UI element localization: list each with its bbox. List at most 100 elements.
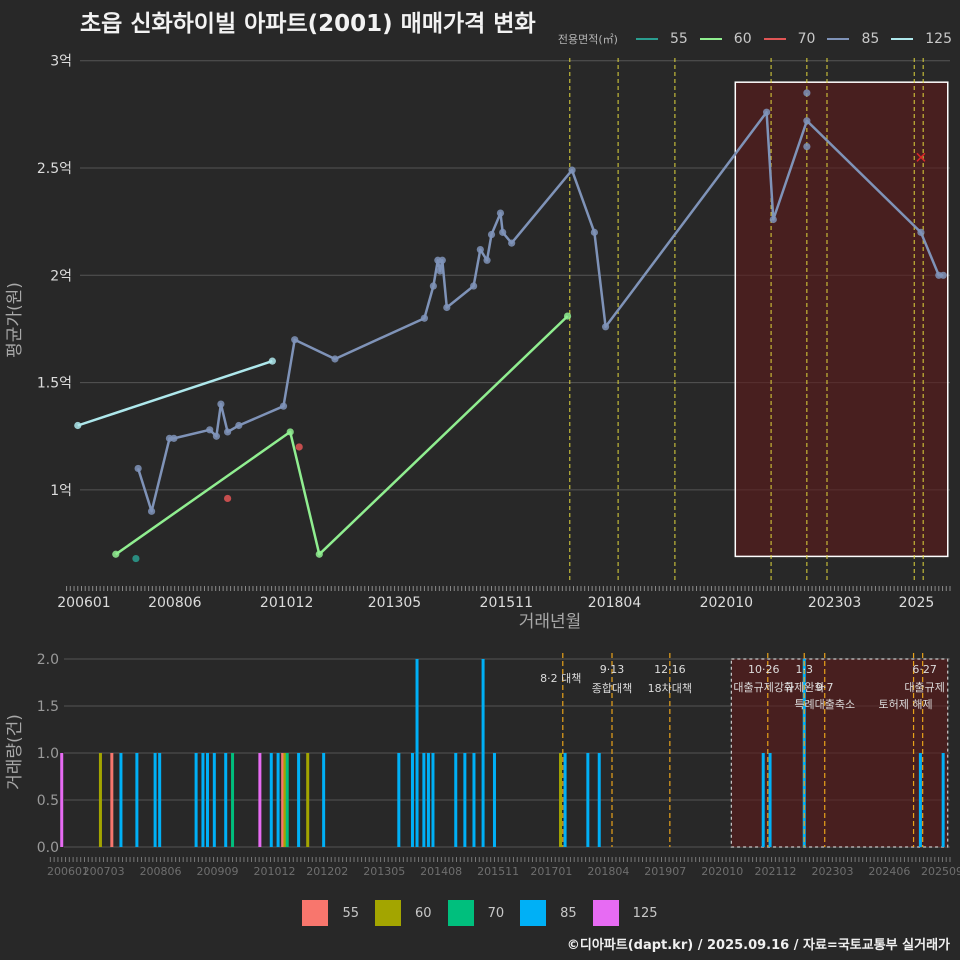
volume-legend-item-55[interactable]: 55 [302, 900, 359, 926]
volume-bar-85 [941, 753, 945, 847]
volume-bar-85 [426, 753, 430, 847]
y-tick-label: 2.5억 [37, 161, 72, 177]
legend-item-70[interactable]: 70 [763, 31, 815, 47]
data-point-70 [224, 494, 232, 503]
x-marker [916, 152, 926, 162]
volume-legend-item-70[interactable]: 70 [447, 900, 505, 926]
price-legend: 전용면적(㎡) 55 60 70 85 125 [558, 31, 952, 47]
data-point-85 [803, 142, 811, 151]
volume-x-tick-label: 200703 [83, 865, 125, 878]
data-point-125 [268, 357, 276, 365]
volume-bar-60 [283, 753, 287, 847]
volume-legend: 55 60 70 85 125 [0, 900, 960, 926]
legend-label-85: 85 [861, 31, 880, 47]
volume-y-tick-label: 1.0 [37, 746, 59, 762]
policy-date: 12·16 [654, 663, 686, 676]
data-point-85 [438, 256, 446, 264]
legend-item-85[interactable]: 85 [827, 31, 879, 47]
policy-name: 종합대책 [592, 682, 632, 695]
legend-label-55: 55 [669, 31, 688, 47]
data-point-85 [499, 228, 507, 236]
policy-name: 대출규제 [904, 681, 944, 694]
volume-bar-125 [60, 753, 64, 847]
volume-bar-70 [285, 753, 289, 847]
data-point-85 [601, 323, 610, 331]
policy-name: 토허제 해제 [879, 697, 933, 711]
volume-bar-125 [258, 753, 262, 847]
data-point-85 [769, 215, 777, 224]
volume-bar-85 [492, 753, 496, 847]
data-point-55 [132, 554, 140, 563]
x-tick-label: 200806 [148, 595, 202, 611]
volume-bar-70 [231, 753, 235, 847]
policy-name: 규제완화 [784, 681, 824, 694]
volume-x-tick-label: 200601 [47, 865, 89, 878]
volume-bar-85 [454, 753, 458, 847]
volume-x-tick-label: 200806 [140, 865, 182, 878]
volume-x-tick-label: 202406 [868, 865, 910, 878]
source-footer: ©디아파트(dapt.kr) / 2025.09.16 / 자료=국토교통부 실… [566, 938, 950, 953]
legend-swatch-125 [891, 38, 914, 40]
data-point-85 [763, 108, 771, 116]
policy-date: 6·27 [912, 663, 937, 676]
volume-bar-85 [205, 753, 209, 847]
data-point-125 [74, 421, 82, 430]
series-line-85 [136, 110, 944, 513]
volume-legend-swatch-125 [592, 900, 619, 926]
volume-bar-85 [269, 753, 273, 847]
legend-swatch-55 [635, 38, 658, 40]
volume-legend-swatch-60 [375, 900, 402, 926]
volume-bar-85 [481, 659, 485, 847]
volume-legend-item-60[interactable]: 60 [375, 900, 432, 926]
legend-item-125[interactable]: 125 [891, 31, 952, 47]
data-point-85 [224, 428, 232, 436]
volume-y-tick-label: 1.5 [37, 699, 59, 715]
data-point-85 [235, 421, 243, 430]
volume-bar-85 [431, 753, 435, 847]
volume-x-tick-label: 202303 [811, 865, 853, 878]
data-point-85 [483, 256, 491, 264]
volume-x-tick-label: 201511 [477, 865, 519, 878]
legend-label-60: 60 [733, 31, 752, 47]
volume-legend-label-70: 70 [487, 905, 505, 921]
legend-item-60[interactable]: 60 [699, 31, 752, 47]
legend-swatch-70 [763, 38, 786, 40]
price-line-chart: 1억 1.5억 2억 2.5억 3억 200601 200806 201012 201305 20… [5, 54, 951, 632]
volume-x-tick-label: 202509 [921, 865, 960, 878]
volume-x-tick-label: 200909 [197, 865, 239, 878]
data-point-85 [568, 166, 576, 174]
volume-bar-85 [194, 753, 198, 847]
policy-date: 9·13 [600, 663, 625, 676]
data-point-85 [134, 464, 142, 473]
policy-name: 대출규제강화 [733, 681, 794, 694]
volume-bar-60 [98, 753, 102, 847]
legend-label-125: 125 [925, 31, 952, 47]
policy-date: 9·7 [816, 681, 834, 694]
policy-name: 특례대출축소 [794, 698, 855, 711]
volume-legend-item-85[interactable]: 85 [520, 900, 577, 926]
policy-date: 1·3 [795, 663, 813, 676]
x-tick-label: 202010 [700, 595, 753, 611]
volume-bar-85 [297, 753, 301, 847]
policy-date: 10·26 [748, 663, 780, 676]
volume-bar-85 [212, 753, 216, 847]
policy-label: 8·2 대책 [540, 672, 581, 685]
x-tick-label: 2025 [899, 595, 935, 611]
data-point-85 [212, 432, 221, 440]
data-point-85 [917, 228, 925, 236]
data-point-85 [170, 434, 178, 442]
volume-bar-55 [110, 753, 114, 847]
volume-bar-85 [472, 753, 476, 847]
legend-item-55[interactable]: 55 [635, 31, 688, 47]
x-tick-label: 201012 [260, 595, 313, 611]
volume-legend-item-125[interactable]: 125 [592, 900, 658, 926]
volume-legend-label-55: 55 [342, 905, 360, 921]
legend-title: 전용면적(㎡) [557, 33, 618, 46]
volume-bar-85 [276, 753, 280, 847]
data-point-85 [803, 117, 811, 125]
x-tick-label: 201305 [368, 595, 421, 611]
series-line-125 [77, 359, 273, 427]
data-point-85 [803, 89, 811, 97]
volume-bar-85 [761, 753, 765, 847]
volume-bar-85 [410, 753, 414, 847]
